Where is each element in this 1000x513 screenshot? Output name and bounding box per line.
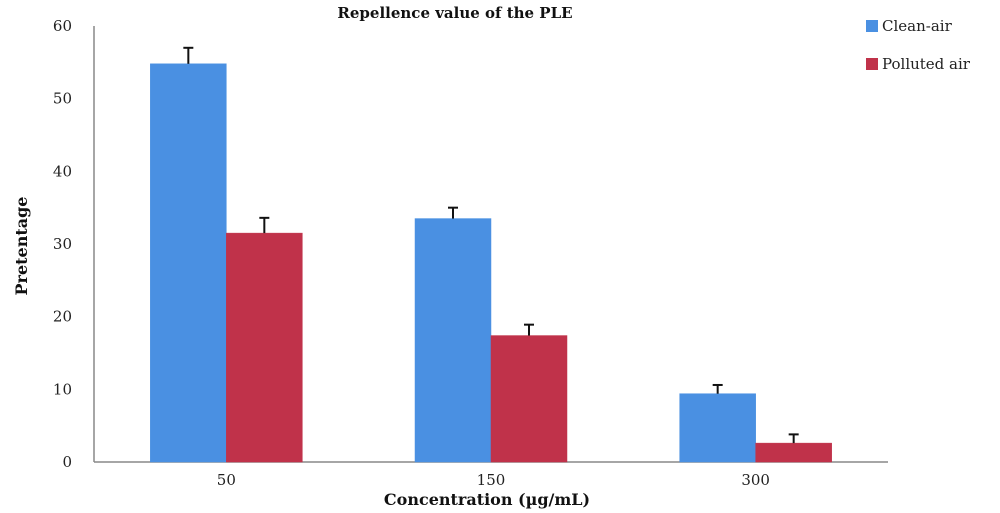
y-tick-label: 0 bbox=[62, 453, 72, 471]
y-tick-label: 60 bbox=[53, 17, 72, 35]
y-tick-label: 10 bbox=[53, 380, 72, 398]
x-tick-label: 300 bbox=[741, 471, 770, 489]
bars bbox=[150, 63, 832, 463]
y-tick-label: 30 bbox=[53, 235, 72, 253]
legend: Clean-air Polluted air bbox=[866, 17, 971, 73]
bar-polluted-air-150 bbox=[490, 335, 568, 463]
legend-label: Polluted air bbox=[882, 55, 971, 73]
bar-polluted-air-300 bbox=[755, 442, 832, 463]
chart-title: Repellence value of the PLE bbox=[337, 4, 572, 22]
bar-clean-air-300 bbox=[679, 393, 756, 463]
bar-clean-air-50 bbox=[150, 63, 227, 463]
legend-label: Clean-air bbox=[882, 17, 953, 35]
x-axis-title: Concentration (µg/mL) bbox=[384, 490, 590, 509]
x-axis: 50 150 300 bbox=[94, 461, 888, 489]
bar-clean-air-150 bbox=[414, 218, 492, 463]
bar-polluted-air-50 bbox=[226, 232, 303, 463]
y-tick-label: 50 bbox=[53, 90, 72, 108]
y-tick-label: 40 bbox=[53, 162, 72, 180]
legend-swatch bbox=[866, 58, 878, 70]
legend-swatch bbox=[866, 20, 878, 32]
x-tick-label: 50 bbox=[217, 471, 236, 489]
y-axis: 0 10 20 30 40 50 60 bbox=[53, 17, 95, 471]
error-bars bbox=[183, 46, 799, 444]
x-tick-label: 150 bbox=[477, 471, 506, 489]
y-tick-label: 20 bbox=[53, 308, 72, 326]
y-axis-title: Pretentage bbox=[12, 197, 31, 296]
